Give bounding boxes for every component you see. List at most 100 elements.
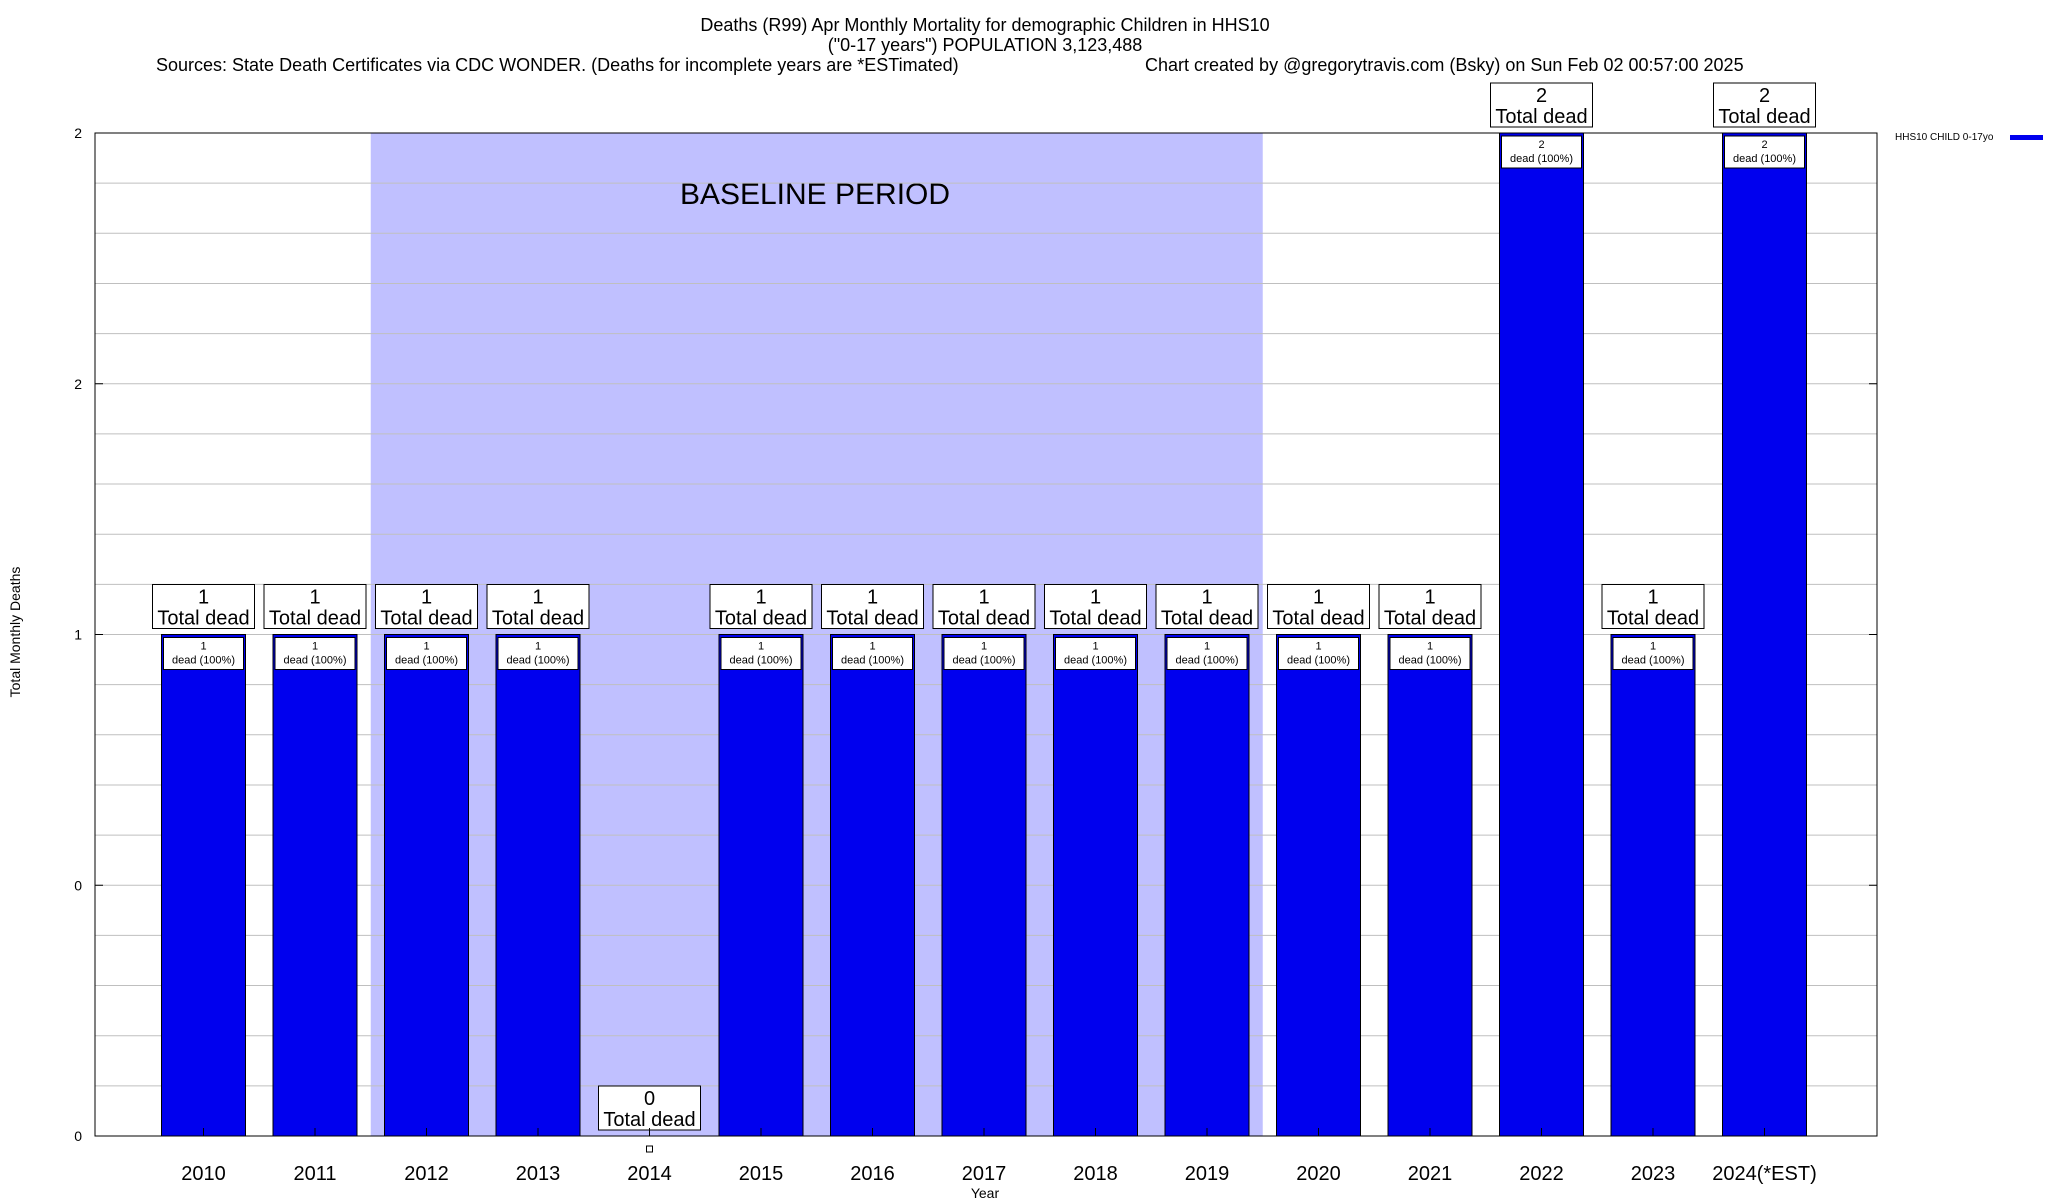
bar (384, 634, 469, 1137)
bar-inner-label-number: 1 (1315, 641, 1321, 653)
bar-inner-label-box (943, 637, 1025, 670)
bar-inner-label-text: dead (100%) (953, 655, 1016, 667)
bar (495, 634, 581, 1137)
total-label-text: Total dead (715, 608, 807, 630)
total-label-text: Total dead (1607, 608, 1699, 630)
bar-inner-label-number: 1 (1650, 641, 1656, 653)
legend: HHS10 CHILD 0-17yo (1895, 132, 2043, 143)
chart-credit: Chart created by @gregorytravis.com (Bsk… (1145, 55, 1744, 75)
bar-inner-label-text: dead (100%) (1064, 655, 1127, 667)
bar-inner-label-text: dead (100%) (1622, 655, 1685, 667)
bar-inner-label-box (1389, 637, 1471, 670)
bar-inner-label-number: 2 (1761, 139, 1767, 151)
y-tick-label: 0 (74, 877, 82, 893)
bar (941, 634, 1027, 1137)
bar-inner-label-box (1501, 135, 1582, 169)
y-tick-label: 0 (74, 1128, 82, 1144)
bar-inner-label-text: dead (100%) (1510, 153, 1573, 165)
bar-inner-label-box (1278, 637, 1359, 670)
bar-inner-label-text: dead (100%) (730, 655, 793, 667)
bar-inner-label-box (832, 637, 913, 670)
total-label-number: 1 (978, 587, 989, 609)
total-label-number: 1 (532, 587, 543, 609)
total-label-number: 1 (1647, 587, 1658, 609)
legend-swatch (2010, 135, 2043, 140)
y-tick-label: 2 (74, 125, 82, 141)
bar (830, 634, 915, 1137)
bar (1387, 634, 1473, 1137)
bar (1610, 634, 1696, 1137)
total-label-box (1378, 584, 1482, 629)
x-tick-label: 2016 (850, 1163, 895, 1185)
bar-inner-label-box (720, 637, 802, 670)
x-axis-title: Year (971, 1185, 1000, 1200)
total-label-number: 1 (198, 587, 209, 609)
total-label-number: 0 (644, 1088, 655, 1110)
x-tick-label: 2015 (739, 1163, 784, 1185)
x-tick-label: 2014 (627, 1163, 672, 1185)
total-label-number: 1 (1090, 587, 1101, 609)
total-label-number: 1 (867, 587, 878, 609)
bar-inner-label-box (274, 637, 356, 670)
bar-inner-label-text: dead (100%) (1287, 655, 1350, 667)
bar-inner-label-text: dead (100%) (395, 655, 458, 667)
y-tick-label: 2 (74, 376, 82, 392)
total-label-box (932, 584, 1036, 629)
x-tick-label: 2019 (1185, 1163, 1230, 1185)
bar (161, 634, 246, 1137)
bar-inner-label-text: dead (100%) (1176, 655, 1239, 667)
x-tick-label: 2010 (181, 1163, 226, 1185)
bar-inner-label-text: dead (100%) (284, 655, 347, 667)
total-label-box (1490, 82, 1593, 128)
bars (161, 132, 1807, 1137)
x-tick-label: 2012 (404, 1163, 449, 1185)
total-label-text: Total dead (938, 608, 1030, 630)
bar-inner-label-text: dead (100%) (172, 655, 235, 667)
bar-inner-label-number: 1 (981, 641, 987, 653)
bar-inner-label-number: 1 (200, 641, 206, 653)
bar-inner-label-box (386, 637, 467, 670)
total-label-box (263, 584, 367, 629)
x-tick-label: 2017 (962, 1163, 1007, 1185)
total-label-text: Total dead (1495, 106, 1587, 128)
total-label-box (1601, 584, 1705, 629)
total-label-text: Total dead (1049, 608, 1141, 630)
bar-inner-label-number: 1 (758, 641, 764, 653)
zero-value-marker (646, 1145, 653, 1153)
bar-inner-label-box (1612, 637, 1694, 670)
chart-title: Deaths (R99) Apr Monthly Mortality for d… (700, 15, 1269, 35)
total-label-box (1044, 584, 1147, 629)
total-label-text: Total dead (826, 608, 918, 630)
total-label-number: 1 (421, 587, 432, 609)
total-label-number: 1 (1201, 587, 1212, 609)
x-tick-label: 2023 (1631, 1163, 1676, 1185)
bar-inner-label-box (163, 637, 244, 670)
bar-inner-label-number: 1 (1204, 641, 1210, 653)
chart-subtitle: ("0-17 years") POPULATION 3,123,488 (828, 35, 1143, 55)
bar-inner-label-number: 2 (1538, 139, 1544, 151)
bar (1276, 634, 1361, 1137)
y-tick-label: 1 (74, 627, 82, 643)
total-label-box (486, 584, 590, 629)
bar-inner-label-text: dead (100%) (1399, 655, 1462, 667)
bar-inner-label-box (1055, 637, 1136, 670)
total-label-text: Total dead (1161, 608, 1253, 630)
x-tick-label: 2020 (1296, 1163, 1341, 1185)
bar-inner-label-box (1166, 637, 1248, 670)
bar-inner-label-number: 1 (423, 641, 429, 653)
bar-inner-label-box (497, 637, 579, 670)
total-label-box (821, 584, 924, 629)
total-label-box (152, 584, 255, 629)
x-tick-label: 2013 (516, 1163, 561, 1185)
total-label-number: 2 (1759, 85, 1770, 107)
bar-inner-label-number: 1 (869, 641, 875, 653)
bar (1499, 132, 1584, 1137)
total-label-text: Total dead (269, 608, 361, 630)
total-label-text: Total dead (157, 608, 249, 630)
total-label-box (1713, 82, 1816, 128)
total-label-number: 1 (1313, 587, 1324, 609)
bar-inner-label-number: 1 (535, 641, 541, 653)
bar-inner-label-number: 1 (312, 641, 318, 653)
